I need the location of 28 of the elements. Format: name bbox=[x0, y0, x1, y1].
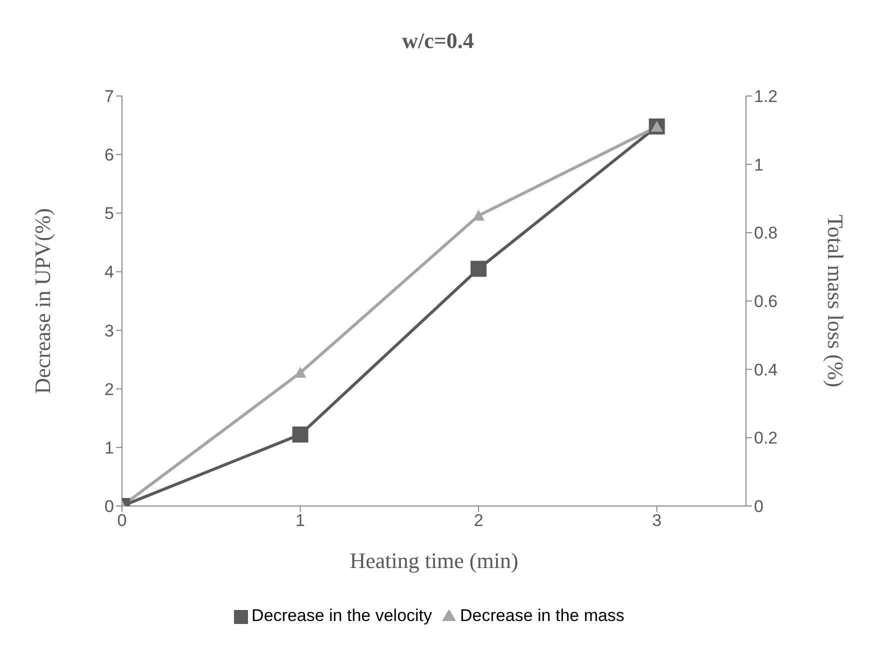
y-axis-title: Decrease in UPV(%) bbox=[30, 208, 55, 394]
x-tick-label: 1 bbox=[296, 511, 306, 530]
x-tick-label: 2 bbox=[474, 511, 484, 530]
y2-tick-label: 0.8 bbox=[754, 224, 778, 243]
y2-tick-label: 1.2 bbox=[754, 87, 778, 106]
y-tick-label: 0 bbox=[104, 497, 114, 516]
y-tick-label: 2 bbox=[104, 380, 114, 399]
y-tick-label: 7 bbox=[104, 87, 114, 106]
point bbox=[292, 426, 308, 443]
y2-tick-label: 0.6 bbox=[754, 292, 778, 312]
y2-tick-label: 0.2 bbox=[754, 428, 778, 448]
y-tick-label: 1 bbox=[104, 438, 114, 458]
legend-label: Decrease in the velocity bbox=[252, 606, 432, 625]
y-tick-label: 3 bbox=[104, 321, 114, 340]
x-axis-title: Heating time (min) bbox=[350, 548, 518, 573]
y2-tick-label: 1 bbox=[754, 155, 764, 174]
y-tick-label: 5 bbox=[104, 204, 114, 224]
legend-label: Decrease in the mass bbox=[460, 606, 624, 625]
point bbox=[472, 210, 485, 221]
x-tick-label: 3 bbox=[652, 511, 662, 530]
y2-tick-label: 0 bbox=[754, 497, 764, 516]
y2-tick-label: 0.4 bbox=[754, 360, 778, 380]
point bbox=[470, 260, 487, 277]
y-tick-label: 6 bbox=[104, 146, 114, 165]
y2-axis-title: Total mass loss (%) bbox=[823, 214, 848, 388]
y-tick-label: 4 bbox=[104, 262, 114, 282]
x-tick-label: 0 bbox=[117, 511, 127, 530]
chart-title: w/c=0.4 bbox=[401, 27, 475, 55]
